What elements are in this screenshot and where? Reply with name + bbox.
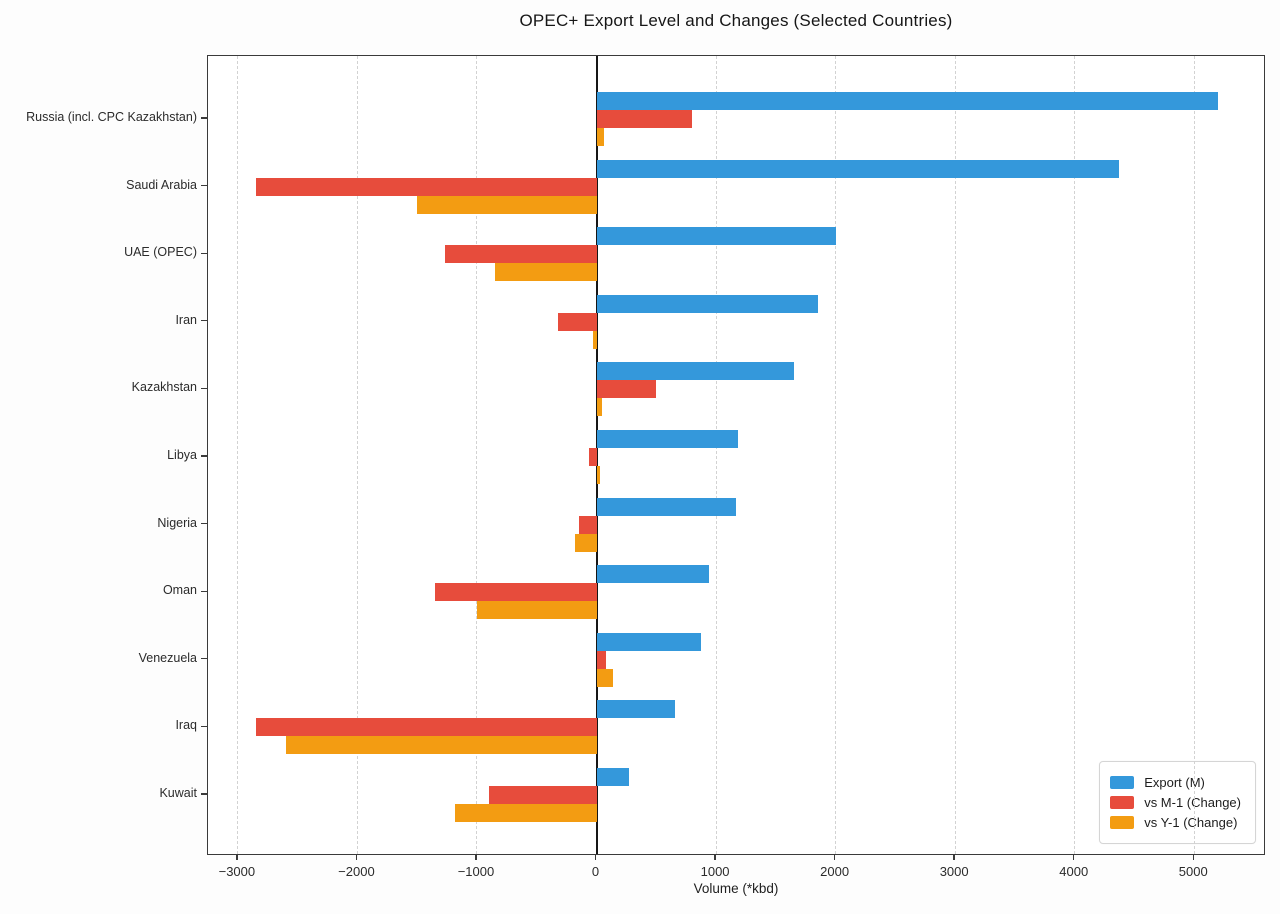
y-tick-label: UAE (OPEC) — [124, 245, 197, 260]
bar — [596, 380, 657, 399]
y-tick — [201, 320, 207, 322]
y-tick-label: Libya — [167, 448, 197, 462]
bar — [455, 804, 597, 822]
bar — [596, 110, 693, 128]
chart-title: OPEC+ Export Level and Changes (Selected… — [519, 11, 953, 30]
y-tick-label: Iraq — [175, 718, 197, 733]
y-tick — [201, 725, 207, 728]
x-tick — [833, 855, 836, 860]
x-gridline — [476, 56, 478, 854]
plot-area: Export (M) vs M-1 (Change) vs Y-1 (Chang… — [207, 55, 1265, 855]
bar — [596, 650, 607, 669]
x-gridline — [954, 56, 956, 854]
bar — [558, 312, 597, 331]
bar — [596, 398, 603, 417]
x-tick — [953, 855, 955, 860]
bar — [255, 177, 597, 196]
x-tick-label: −3000 — [218, 864, 256, 879]
legend-label-export: Export (M) — [1144, 775, 1205, 790]
y-tick — [201, 793, 207, 795]
y-tick — [201, 590, 207, 592]
x-tick — [475, 855, 477, 860]
x-tick — [714, 855, 716, 860]
x-tick — [1192, 855, 1194, 860]
bar — [596, 227, 836, 246]
x-tick-label: 0 — [591, 864, 600, 879]
bar — [285, 736, 597, 755]
legend: Export (M) vs M-1 (Change) vs Y-1 (Chang… — [1099, 761, 1256, 844]
bar — [444, 245, 597, 264]
y-tick-label: Kuwait — [159, 786, 197, 800]
x-tick — [1073, 855, 1075, 860]
y-tick-label: Iran — [175, 312, 197, 327]
bar — [488, 786, 597, 804]
y-tick-label: Kazakhstan — [131, 380, 197, 395]
x-tick — [594, 855, 597, 860]
bar — [596, 565, 709, 584]
x-tick-label: 1000 — [700, 864, 730, 879]
bar — [592, 330, 597, 349]
legend-item-vs-y1: vs Y-1 (Change) — [1110, 815, 1241, 830]
x-gridline — [715, 56, 717, 854]
bar — [596, 466, 601, 484]
y-tick-label: Saudi Arabia — [126, 177, 197, 192]
y-tick-label: Nigeria — [157, 515, 197, 530]
bar — [596, 430, 738, 448]
y-tick — [201, 117, 207, 119]
bar — [575, 533, 597, 552]
x-tick-label: 3000 — [939, 864, 969, 879]
legend-swatch-export — [1110, 776, 1135, 789]
bar — [596, 497, 737, 516]
y-tick — [201, 522, 207, 525]
x-tick-label: 5000 — [1178, 864, 1208, 879]
x-gridline — [356, 56, 358, 854]
bar — [596, 768, 629, 786]
x-tick-label: −2000 — [338, 864, 375, 879]
bar — [596, 632, 701, 651]
y-tick — [201, 252, 207, 254]
legend-swatch-vs-m1 — [1110, 796, 1135, 809]
x-axis-label: Volume (*kbd) — [693, 881, 779, 896]
bar — [417, 195, 597, 214]
x-gridline — [1193, 56, 1195, 854]
y-tick-label: Oman — [162, 583, 197, 598]
bar — [596, 362, 794, 381]
legend-item-export: Export (M) — [1110, 775, 1241, 790]
y-tick-label: Russia (incl. CPC Kazakhstan) — [26, 110, 197, 124]
y-tick-label: Venezuela — [138, 650, 197, 665]
legend-item-vs-m1: vs M-1 (Change) — [1110, 795, 1241, 810]
y-tick — [201, 658, 207, 660]
bar — [494, 263, 597, 282]
bar — [596, 294, 818, 313]
y-tick — [201, 455, 207, 457]
bar — [578, 515, 597, 534]
bar — [596, 700, 676, 719]
y-tick — [201, 387, 207, 390]
x-tick — [236, 855, 238, 860]
x-tick-label: −1000 — [457, 864, 495, 879]
x-tick-label: 4000 — [1059, 864, 1089, 879]
zero-line — [595, 56, 598, 854]
legend-label-vs-y1: vs Y-1 (Change) — [1144, 815, 1238, 830]
bar — [596, 668, 614, 687]
legend-label-vs-m1: vs M-1 (Change) — [1144, 795, 1241, 810]
x-gridline — [835, 56, 837, 854]
bar — [596, 92, 1219, 110]
bar — [476, 601, 597, 620]
legend-swatch-vs-y1 — [1110, 816, 1135, 829]
bar — [435, 583, 597, 602]
bar — [255, 718, 597, 737]
x-gridline — [237, 56, 239, 854]
bar — [596, 128, 604, 146]
y-tick — [201, 184, 207, 187]
x-tick — [355, 855, 358, 860]
x-tick-label: 2000 — [820, 864, 850, 879]
bar — [589, 448, 597, 466]
x-gridline — [1074, 56, 1076, 854]
bar — [596, 159, 1119, 178]
